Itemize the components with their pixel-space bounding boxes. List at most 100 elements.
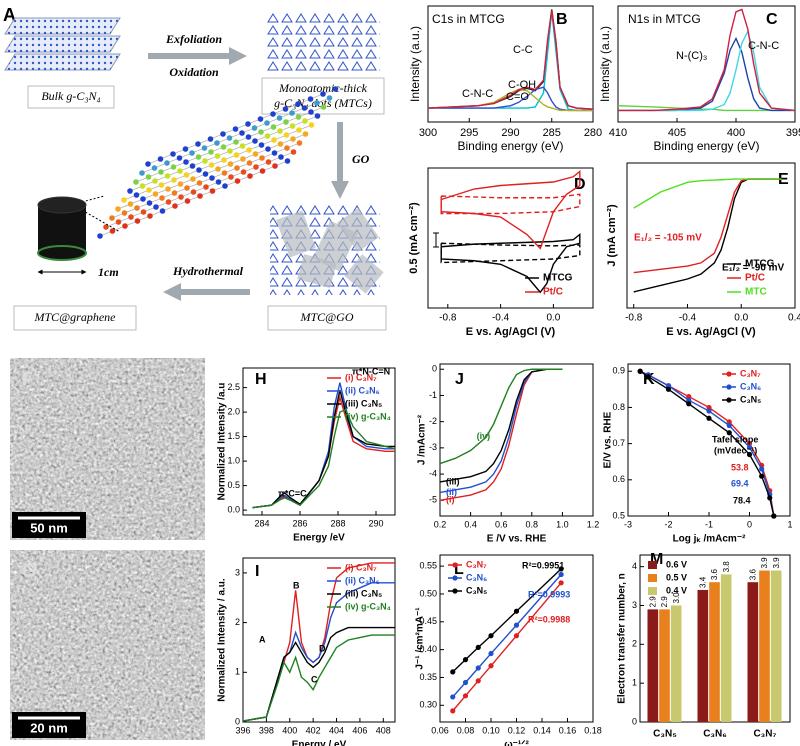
panel-label: F [22,369,33,389]
y-tick-label: 2 [632,639,637,649]
data-line [252,408,396,509]
y-tick-label: -4 [429,468,437,478]
plot-frame [439,363,594,517]
atom [127,201,134,207]
atom [196,167,202,173]
atom [320,91,326,97]
x-tick-label: 0.8 [526,519,539,529]
atom [165,199,172,205]
panel-label: L [454,561,464,578]
y-tick-label: 3 [235,567,240,577]
legend-label: MTCG [543,273,573,284]
annotation: R²=0.9993 [528,589,570,599]
y-tick-label: 0.8 [612,402,625,412]
y-tick-label: -2 [429,416,437,426]
y-axis-label: Intensity (a.u.) [598,26,612,102]
annotation: C-C [513,44,533,56]
plot-frame [626,162,796,309]
legend-marker [452,562,458,568]
x-tick-label: 1.0 [556,519,569,529]
atom [139,183,146,189]
go-flakes [270,205,384,295]
atom [158,169,164,175]
legend-marker [726,397,732,403]
atom [251,125,258,131]
annotation: C [311,674,318,684]
x-tick-label: 405 [668,127,686,139]
data-line [439,368,563,465]
atom [189,163,196,169]
atom [122,223,128,229]
data-point [513,608,520,614]
x-tick-label: 0.16 [559,725,577,735]
micrograph: F 50 nm [10,358,205,540]
annotation: π*N-C=N [352,366,390,376]
x-tick-label: 396 [235,725,250,735]
x-tick-label: 0.0 [546,313,560,324]
dots [265,12,380,72]
atom [146,187,152,193]
atom [227,148,233,154]
plot-frame [627,363,791,517]
annotation: C-OH [508,79,536,91]
y-tick-label: 1.5 [227,431,240,441]
y-tick-label: 0.0 [227,504,240,514]
atom [276,115,283,121]
atom [103,224,109,230]
atom [314,100,320,106]
atom [226,135,233,141]
chart: Lω⁻¹ᐟ² J⁻¹ /cm²mA⁻¹ 0.06 0.08 0.10 0.12 0.14 0.… [415,554,602,746]
atom [177,181,184,187]
atom [257,116,264,122]
data-label: 2.9 [648,596,657,608]
legend-swatch [648,574,657,582]
data-point [488,663,494,669]
y-tick-label: 2.5 [227,382,240,392]
scale-label: 50 nm [30,520,68,535]
y-axis-label: E/V vs. RHE [603,411,614,468]
monolith [37,196,87,261]
x-tick-label: 0.12 [508,725,526,735]
y-axis-label: Electron transfer number, n [617,573,628,704]
atom [332,86,339,92]
annotation: 78.4 [733,495,751,505]
atom [152,178,158,184]
atom [264,133,271,139]
atom [301,105,308,111]
bulk-layers [4,17,121,71]
data-point [558,571,564,578]
bar [720,574,732,722]
data-point [759,466,765,472]
data-line [439,368,563,483]
data-point [645,374,651,380]
atom [209,175,215,181]
atom [245,121,251,127]
scale-label: 20 nm [30,720,68,735]
y-axis-label: J⁻¹ /cm²mA⁻¹ [415,607,426,670]
atom [308,109,314,115]
x-tick-label: 0.6 [495,519,508,529]
y-tick-label: -5 [429,495,437,505]
x-tick-label: 0 [747,519,752,529]
data-line [618,8,796,112]
legend-label: C₃N₇ [466,559,487,569]
data-point [450,708,456,714]
atom [314,113,321,119]
caption: Monoatomic-thick [278,81,368,95]
data-label: 3.0 [672,592,681,604]
x-tick-label: -0.8 [439,313,457,324]
data-line [440,170,581,250]
data-line [452,574,562,698]
data-point [558,580,564,586]
data-label: 3.6 [710,569,719,581]
legend-label: (iii) C₃N₅ [345,398,382,408]
legend-label: C₃N₆ [466,572,487,582]
atom [259,155,265,161]
annotation: 69.4 [731,478,749,488]
plot-frame [617,5,796,123]
atom [159,208,166,214]
annotation: Tafel slope [712,434,758,444]
chart-title: C1s in MTCG [432,12,505,26]
annotation: C-N-C [748,40,779,52]
atom [228,174,234,180]
